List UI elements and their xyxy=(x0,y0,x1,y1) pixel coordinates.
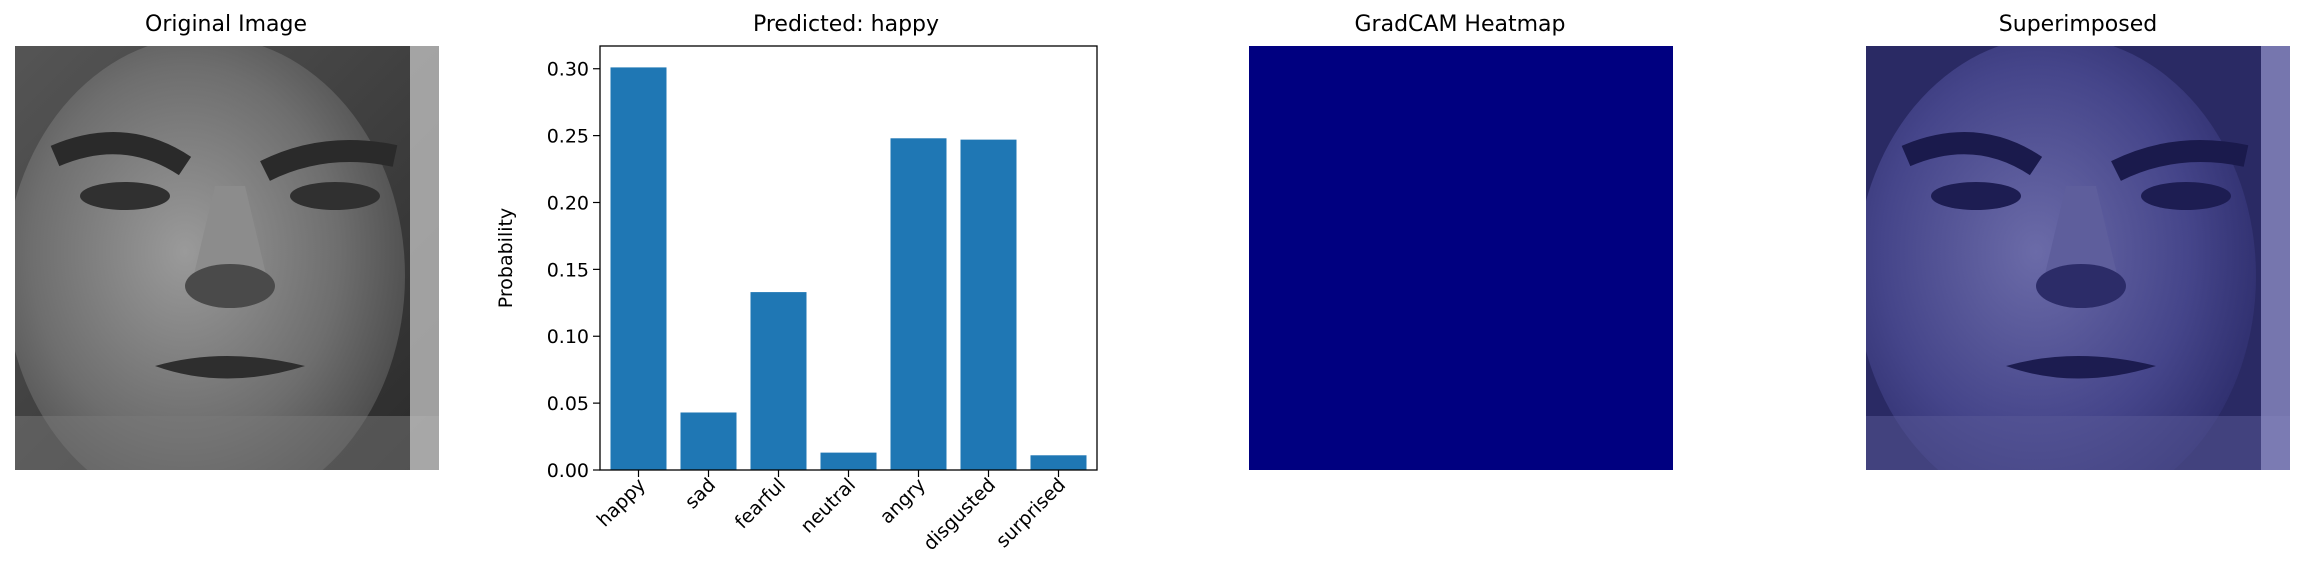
face-grayscale-drawing xyxy=(15,46,439,470)
bar-angry xyxy=(890,138,947,470)
original-face-image xyxy=(15,46,439,470)
probability-bar-chart: happy sad fearful neutral angrydisgustedsurp… xyxy=(495,45,1098,555)
x-tick-label: neutral xyxy=(796,474,860,538)
original-image-title: Original Image xyxy=(145,12,307,37)
bar-sad xyxy=(680,412,737,470)
plot-frame xyxy=(599,45,1098,471)
bar-neutral xyxy=(820,452,877,470)
y-tick-label: 0.05 xyxy=(547,393,589,415)
chart-title: Predicted: happy xyxy=(752,12,940,37)
bar-disgusted xyxy=(960,139,1017,471)
bar-happy xyxy=(610,67,667,470)
y-axis-label: Probability xyxy=(495,208,517,308)
y-tick-label: 0.20 xyxy=(547,192,589,214)
x-tick-label: disgusted xyxy=(919,474,1000,555)
x-tick-label: surprised xyxy=(992,474,1070,552)
x-tick-label: happy xyxy=(593,474,650,531)
gradcam-heatmap-image xyxy=(1249,46,1673,470)
superimposed-title: Superimposed xyxy=(1998,12,2158,37)
x-tick-label: angry xyxy=(876,474,930,528)
y-tick-label: 0.10 xyxy=(547,326,589,348)
y-tick-label: 0.00 xyxy=(547,460,589,482)
x-tick-label: sad xyxy=(681,474,720,513)
bar-fearful xyxy=(750,292,807,470)
x-tick-label: fearful xyxy=(731,474,790,533)
superimposed-image xyxy=(1866,46,2290,470)
heatmap-title: GradCAM Heatmap xyxy=(1354,12,1566,37)
y-tick-label: 0.25 xyxy=(547,126,589,148)
bar-surprised xyxy=(1030,455,1087,470)
face-superimposed-drawing xyxy=(1866,46,2290,470)
y-tick-label: 0.30 xyxy=(547,59,589,81)
y-tick-label: 0.15 xyxy=(547,259,589,281)
